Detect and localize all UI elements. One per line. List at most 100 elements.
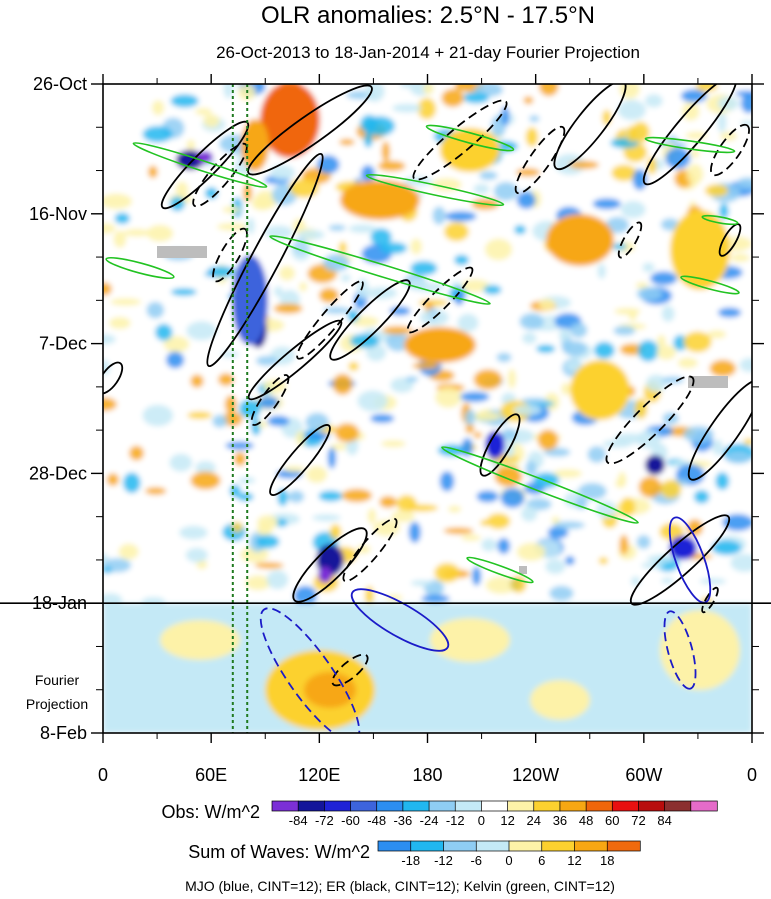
contour-line [269,235,491,305]
contour-line [514,125,566,195]
x-tick-label: 180 [412,765,442,785]
y-tick-label: 28-Dec [29,463,87,483]
contour-line [687,379,752,481]
x-tick-label: 60W [625,765,662,785]
y-tick-label: 16-Nov [29,204,87,224]
colorbar-tick-label: 48 [579,813,593,828]
x-tick-label: 120W [512,765,559,785]
colorbar-tick-label: 60 [605,813,619,828]
contour-line [247,84,373,176]
colorbar-swatch [324,800,352,812]
x-tick-label: 120E [298,765,340,785]
contour-line [663,610,697,690]
colorbar-tick-label: 36 [553,813,567,828]
contour-line [350,588,450,652]
colorbar-tick-label: -72 [315,813,334,828]
colorbar-swatch [585,800,613,812]
colorbar-swatch [350,800,378,812]
contour-line [479,413,521,477]
colorbar-swatch [606,840,641,852]
colorbar-swatch [454,800,483,812]
colorbar-tick-label: 72 [631,813,645,828]
contour-line [269,424,331,496]
contour-line [718,223,742,257]
y-tick-label: 8-Feb [40,723,87,743]
contour-line [553,84,627,171]
colorbar-tick-label: 12 [500,813,514,828]
contour-line [680,275,740,295]
longitude-axis: 0 60E 120E 180 120W 60W 0 [98,74,757,785]
contour-line [701,586,719,614]
contour-line [212,227,248,283]
contour-line [250,374,290,426]
missing-data-patch [519,566,527,574]
obs-colorbar-label: Obs: W/m^2 [162,802,260,822]
colorbar-swatch [507,800,535,812]
colorbar-swatch [508,840,543,852]
contour-line [292,527,368,603]
colorbar-swatch [376,800,404,812]
chart-title: OLR anomalies: 2.5°N - 17.5°N [261,2,595,29]
wave-contours [103,84,752,733]
contour-line [617,221,643,259]
contour-line [365,173,505,207]
contour-line [406,266,474,334]
contour-line [105,256,175,280]
colorbar-swatch [541,840,576,852]
chart-subtitle: 26-Oct-2013 to 18-Jan-2014 + 21-day Four… [216,43,640,62]
colorbar-tick-label: -18 [401,853,420,868]
y-tick-label: 26-Oct [33,74,87,94]
contour-line [668,516,712,604]
missing-data-patch [688,376,728,388]
colorbar-tick-label: 84 [657,813,671,828]
contour-line [466,556,534,584]
colorbar-swatch [428,800,456,812]
colorbar-swatch [574,840,608,852]
time-axis: 26-Oct 16-Nov 7-Dec 28-Dec 18-Jan 8-Feb [29,74,764,743]
colorbar-swatch [481,800,509,812]
contour-line [132,142,268,188]
waves-colorbar: -18 -12 -6 0 6 12 18 [377,840,641,868]
contour-line [701,214,739,226]
colorbar-swatch [443,840,477,852]
contour-line [644,136,736,154]
colorbar-swatch [402,800,430,812]
colorbar-tick-label: 0 [478,813,485,828]
colorbar-tick-label: -12 [434,853,453,868]
x-tick-label: 0 [98,765,108,785]
colorbar-swatch [297,800,326,812]
colorbar-tick-label: -60 [341,813,360,828]
contour-line [192,142,248,208]
contour-line [605,375,695,465]
obs-colorbar: -84 -72 -60 -48 -36 -24 -12 0 12 24 36 48 60 72 84 [271,800,718,828]
contour-line [331,653,369,687]
colorbar-tick-label: -24 [420,813,439,828]
x-tick-label: 60E [195,765,227,785]
olr-anomaly-field [103,84,752,733]
contour-line [441,446,639,524]
colorbar-swatch [377,840,412,852]
contour-line [710,123,750,177]
contour-line [296,280,364,360]
missing-data-patch [157,246,207,258]
contour-line [642,84,738,186]
colorbar-tick-label: 12 [567,853,581,868]
colorbar-swatch [611,800,640,812]
colorbar-swatch [638,800,666,812]
colorbar-swatch [475,840,510,852]
colorbar-tick-label: -12 [446,813,465,828]
colorbar-tick-label: 24 [527,813,541,828]
colorbar-tick-label: 0 [505,853,512,868]
longitude-markers [231,84,249,733]
contour-line [329,279,411,361]
colorbar-tick-label: -84 [289,813,308,828]
projection-label-line2: Projection [26,696,88,712]
colorbar-swatch [410,840,445,852]
footer-legend: MJO (blue, CINT=12); ER (black, CINT=12)… [185,878,615,894]
colorbar-tick-label: 18 [600,853,614,868]
projection-label-line1: Fourier [35,672,80,688]
contour-line [342,517,398,583]
waves-colorbar-label: Sum of Waves: W/m^2 [188,842,370,862]
contour-line [259,607,361,733]
